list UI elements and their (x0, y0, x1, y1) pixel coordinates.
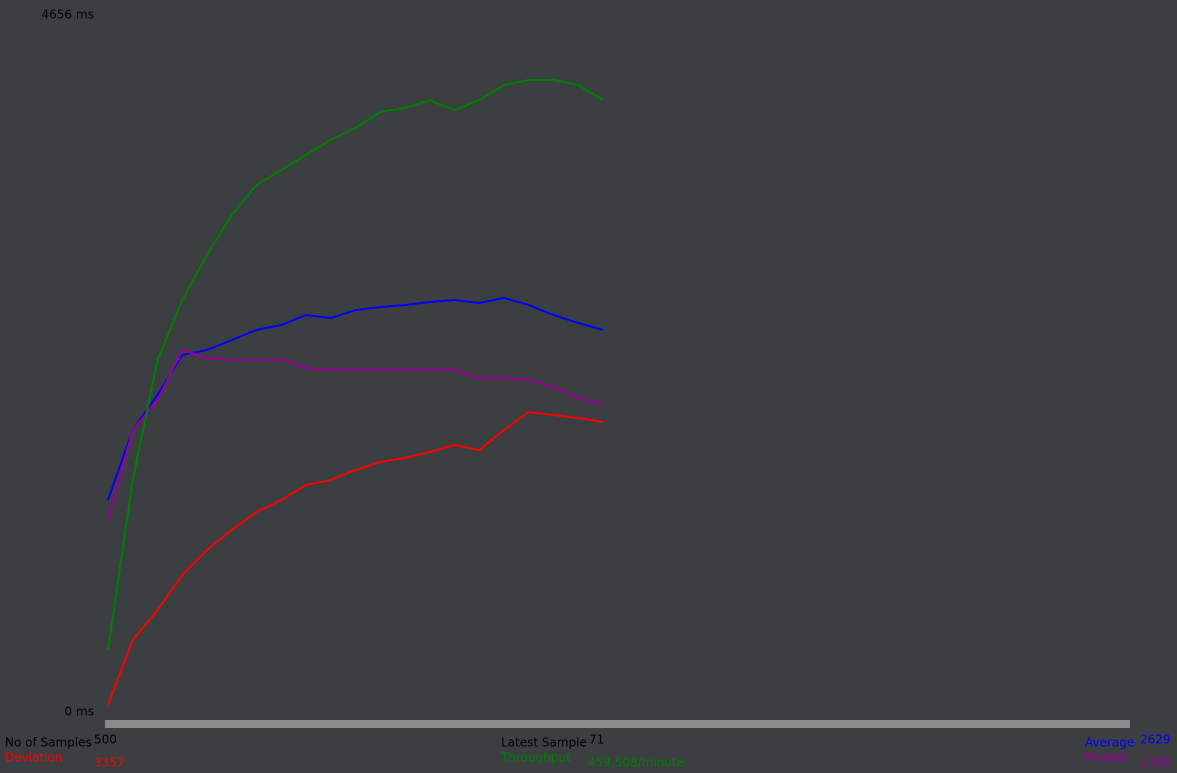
stat-label: No of Samples (5, 736, 92, 750)
series-line (107, 348, 604, 521)
stat-value: 459.508/minute (588, 756, 684, 770)
stat-label: Deviation (5, 751, 62, 765)
scrollbar[interactable] (105, 720, 1130, 728)
stat-label: Average (1085, 736, 1134, 750)
y-unit: ms (76, 705, 94, 719)
y-tick-label: 4656 (41, 8, 72, 22)
stat-label: Median (1085, 751, 1129, 765)
stat-label: Throughput (500, 751, 571, 765)
stat-value: 2386 (1140, 756, 1171, 770)
stat-label: Latest Sample (501, 736, 587, 750)
stat-value: 2629 (1140, 733, 1171, 747)
series-line (107, 410, 604, 706)
y-unit: ms (76, 8, 94, 22)
y-tick-label: 0 (64, 705, 72, 719)
series-line (107, 78, 604, 651)
stat-value: 71 (589, 733, 604, 747)
stat-value: 3357 (94, 756, 125, 770)
stat-value: 500 (94, 733, 117, 747)
